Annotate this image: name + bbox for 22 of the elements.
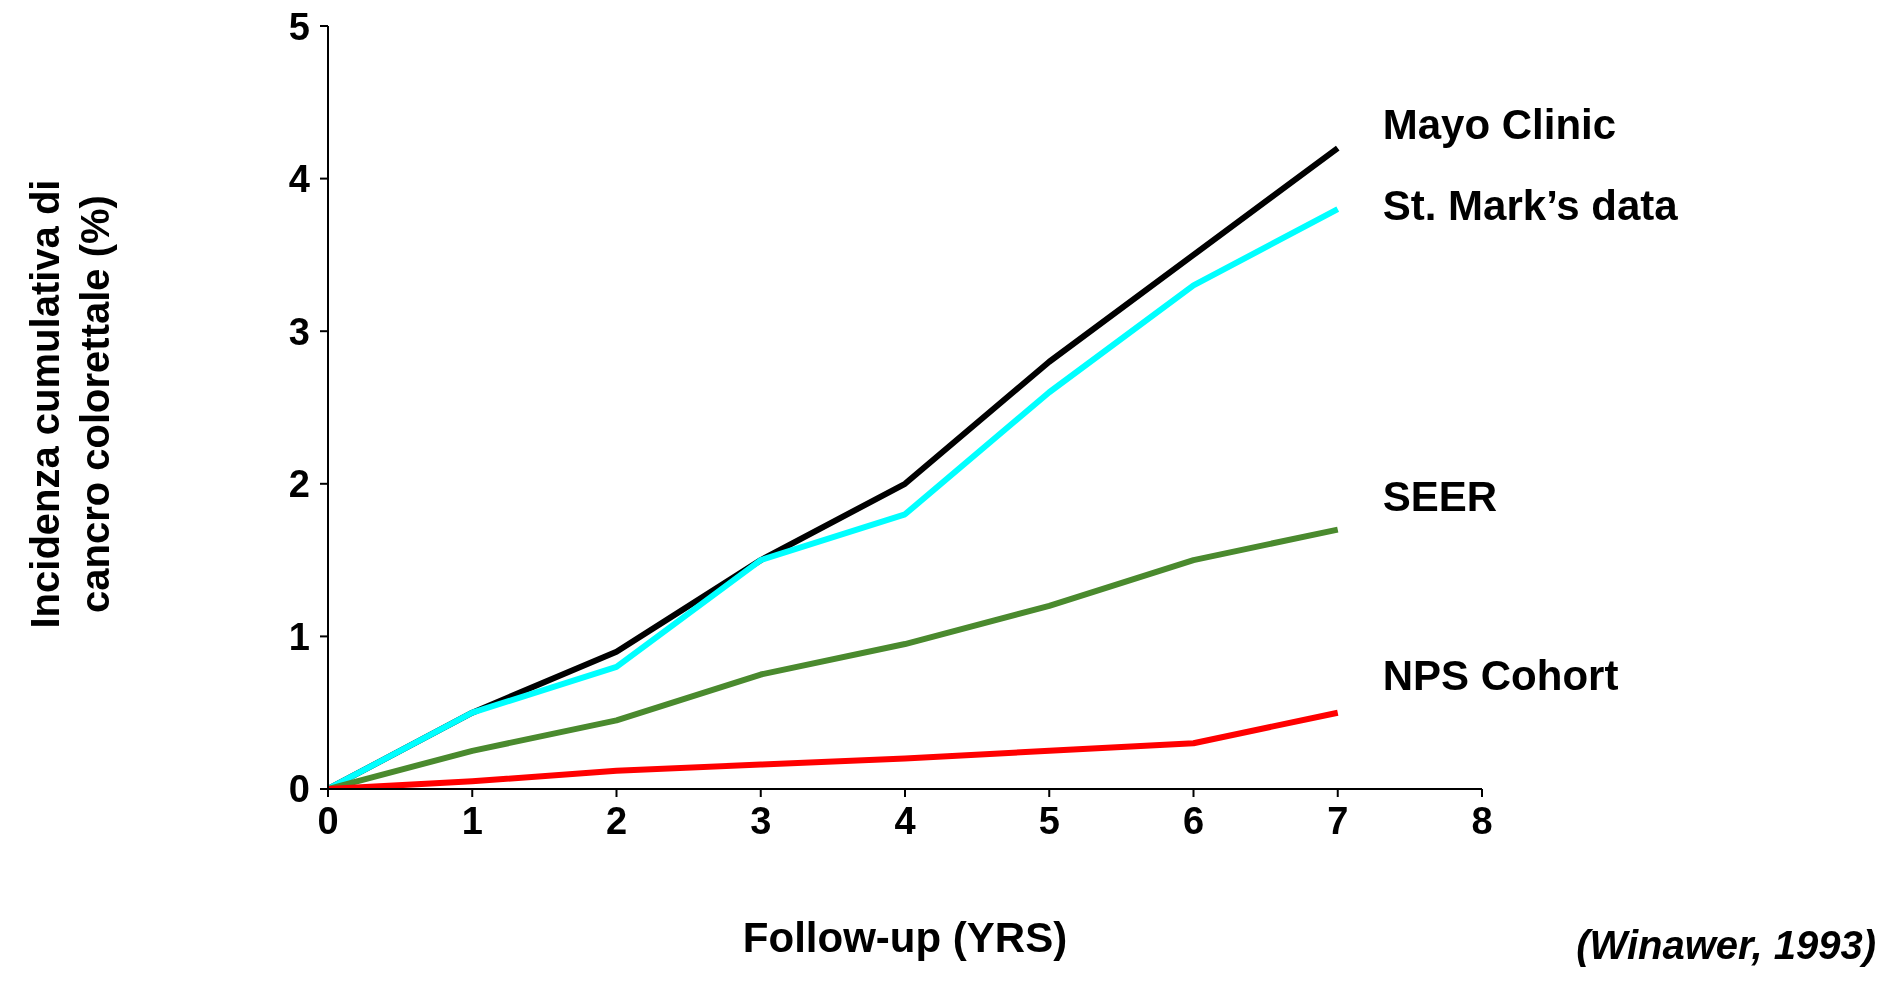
x-tick-label: 6	[1182, 799, 1205, 842]
series-label: SEER	[1382, 472, 1498, 520]
y-tick-label: 3	[288, 310, 310, 353]
x-tick-label: 5	[1038, 799, 1060, 842]
x-tick-label: 4	[894, 799, 916, 842]
x-tick-label: 2	[605, 799, 628, 842]
y-tick-label: 1	[288, 615, 310, 658]
x-axis-title: Follow-up (YRS)	[742, 914, 1068, 961]
series-label: St. Mark’s data	[1382, 182, 1679, 230]
x-tick-label: 7	[1327, 799, 1349, 842]
y-axis-title: Incidenza cumulativa di cancro colorettale (%)	[22, 178, 118, 631]
y-tick-label: 2	[288, 463, 310, 506]
x-tick-label: 8	[1471, 799, 1493, 842]
y-tick-label: 0	[288, 768, 310, 811]
y-tick-label: 4	[288, 158, 310, 201]
x-tick-label: 1	[461, 799, 483, 842]
y-tick-label: 5	[288, 5, 310, 48]
text: (Winawer, 1993)	[1576, 923, 1876, 968]
series-label: Mayo Clinic	[1382, 101, 1617, 149]
x-tick-label: 3	[750, 799, 772, 842]
x-tick-label: 0	[317, 799, 339, 842]
series-label: NPS Cohort	[1382, 651, 1619, 699]
